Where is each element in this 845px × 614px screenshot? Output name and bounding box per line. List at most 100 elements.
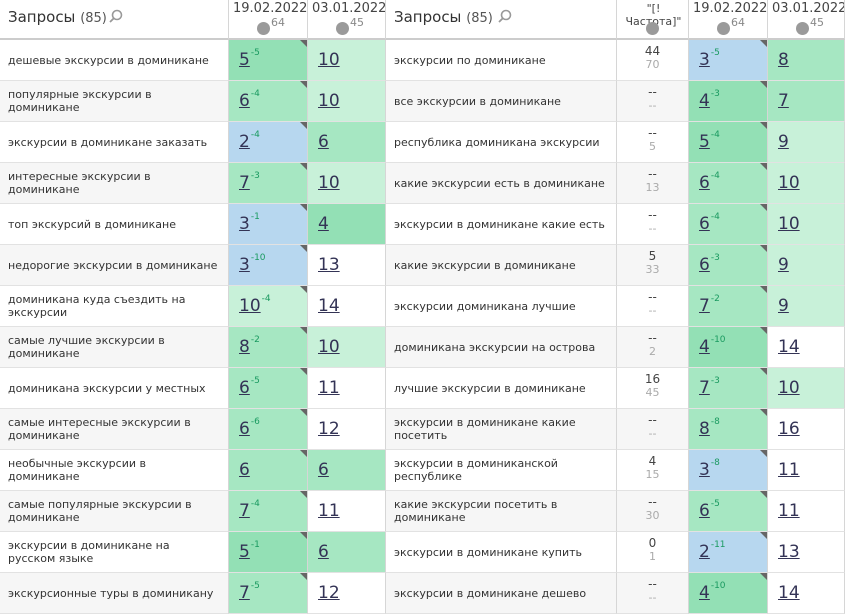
query: лучшие экскурсии в доминикане	[386, 368, 617, 409]
position[interactable]: 8	[778, 50, 789, 70]
position[interactable]: 9	[778, 255, 789, 275]
position[interactable]: 10	[318, 337, 340, 357]
position-cell: 8 -2	[229, 327, 308, 368]
position[interactable]: 10	[318, 173, 340, 193]
position[interactable]: 9	[778, 132, 789, 152]
position-cell: 3 -10	[229, 245, 308, 286]
position[interactable]: 6	[239, 419, 250, 439]
position-cell: 7 -5	[229, 573, 308, 614]
position[interactable]: 6	[318, 460, 329, 480]
position[interactable]: 3	[699, 460, 710, 480]
position-cell: 6 -4	[689, 163, 768, 204]
position[interactable]: 13	[778, 542, 800, 562]
position[interactable]: 11	[318, 501, 340, 521]
position-cell: 7 -3	[229, 163, 308, 204]
position[interactable]: 7	[699, 378, 710, 398]
delta: -1	[250, 212, 260, 222]
position[interactable]: 4	[699, 91, 710, 111]
freq-value: --	[648, 290, 657, 304]
position[interactable]: 8	[239, 337, 250, 357]
position[interactable]: 11	[778, 460, 800, 480]
position[interactable]: 2	[699, 542, 710, 562]
frequency: -- 2	[617, 327, 689, 368]
frequency: -- --	[617, 409, 689, 450]
position[interactable]: 6	[699, 214, 710, 234]
position[interactable]: 6	[318, 542, 329, 562]
date-count: 45	[350, 16, 364, 29]
position[interactable]: 14	[778, 583, 800, 603]
date-header: 19.02.2022 64	[689, 0, 768, 40]
delta: -1	[250, 540, 260, 550]
freq-value: --	[648, 577, 657, 591]
position[interactable]: 7	[778, 91, 789, 111]
position[interactable]: 11	[318, 378, 340, 398]
frequency: 16 45	[617, 368, 689, 409]
position[interactable]: 2	[239, 132, 250, 152]
position[interactable]: 5	[239, 542, 250, 562]
position[interactable]: 12	[318, 419, 340, 439]
position[interactable]: 7	[239, 501, 250, 521]
delta: -3	[250, 171, 260, 181]
position[interactable]: 7	[239, 173, 250, 193]
position-cell: 4	[308, 204, 386, 245]
date: 03.01.2022	[772, 1, 845, 16]
position[interactable]: 6	[318, 132, 329, 152]
query: доминикана куда съездить на экскурсии	[0, 286, 229, 327]
position[interactable]: 5	[239, 50, 250, 70]
position[interactable]: 10	[318, 50, 340, 70]
position[interactable]: 14	[778, 337, 800, 357]
position[interactable]: 4	[318, 214, 329, 234]
position[interactable]: 6	[699, 501, 710, 521]
position[interactable]: 6	[239, 91, 250, 111]
position-cell: 10	[768, 368, 845, 409]
position[interactable]: 11	[778, 501, 800, 521]
position[interactable]: 6	[699, 173, 710, 193]
position[interactable]: 9	[778, 296, 789, 316]
freq-value: --	[648, 331, 657, 345]
position[interactable]: 13	[318, 255, 340, 275]
position[interactable]: 14	[318, 296, 340, 316]
query: экскурсии в доминикане купить	[386, 532, 617, 573]
search-icon[interactable]	[109, 9, 123, 23]
position[interactable]: 4	[699, 583, 710, 603]
position[interactable]: 16	[778, 419, 800, 439]
position[interactable]: 10	[778, 214, 800, 234]
position-cell: 6 -3	[689, 245, 768, 286]
delta: -2	[710, 294, 720, 304]
position-cell: 6	[308, 532, 386, 573]
position[interactable]: 3	[239, 255, 250, 275]
query-text: самые популярные экскурсии в доминикане	[8, 498, 192, 524]
position[interactable]: 3	[239, 214, 250, 234]
search-icon[interactable]	[498, 9, 512, 23]
freq-base: --	[648, 222, 657, 235]
position[interactable]: 6	[239, 460, 250, 480]
position[interactable]: 4	[699, 337, 710, 357]
delta: -4	[710, 171, 720, 181]
delta: -8	[710, 458, 720, 468]
freq-base: --	[648, 304, 657, 317]
position[interactable]: 12	[318, 583, 340, 603]
position-cell: 10	[768, 204, 845, 245]
freq-base: --	[648, 427, 657, 440]
position[interactable]: 10	[778, 173, 800, 193]
position[interactable]: 10	[239, 296, 261, 316]
freq-value: --	[648, 167, 657, 181]
position[interactable]: 7	[699, 296, 710, 316]
query: какие экскурсии посетить в доминикане	[386, 491, 617, 532]
freq-base: --	[648, 591, 657, 604]
position[interactable]: 10	[778, 378, 800, 398]
query-text: самые интересные экскурсии в доминикане	[8, 416, 191, 442]
query-text: экскурсии доминикана лучшие	[394, 299, 576, 313]
delta: -5	[250, 581, 260, 591]
position[interactable]: 7	[239, 583, 250, 603]
position[interactable]: 6	[699, 255, 710, 275]
position[interactable]: 8	[699, 419, 710, 439]
position[interactable]: 6	[239, 378, 250, 398]
position[interactable]: 10	[318, 91, 340, 111]
position[interactable]: 5	[699, 132, 710, 152]
position[interactable]: 3	[699, 50, 710, 70]
delta: -3	[710, 89, 720, 99]
position-cell: 12	[308, 573, 386, 614]
date-count: 45	[810, 16, 824, 29]
count: (85)	[466, 11, 493, 26]
